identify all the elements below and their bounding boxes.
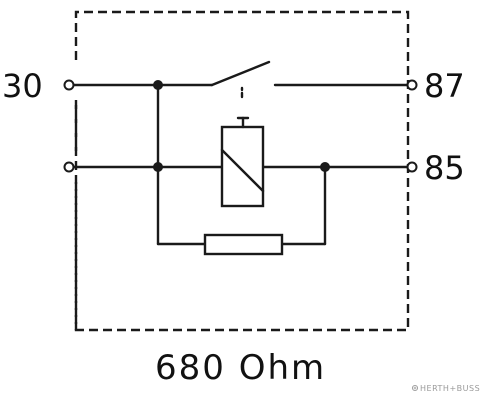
switch-blade bbox=[210, 60, 271, 87]
terminal-87 bbox=[406, 79, 418, 91]
junction-dot bbox=[320, 162, 330, 172]
resistor-value-label: 680 Ohm bbox=[155, 348, 326, 388]
terminals bbox=[63, 79, 418, 173]
relay-coil bbox=[220, 116, 265, 208]
terminal-30 bbox=[63, 79, 75, 91]
junctions bbox=[153, 80, 330, 172]
watermark-text: HERTH+BUSS bbox=[420, 384, 480, 393]
relay-housing bbox=[74, 10, 410, 332]
resistor bbox=[203, 233, 284, 256]
junction-dot bbox=[153, 162, 163, 172]
pin-label-30: 30 bbox=[2, 67, 43, 105]
pin-label-85: 85 bbox=[424, 149, 465, 187]
terminal-left-lower bbox=[63, 161, 75, 173]
terminal-85 bbox=[406, 161, 418, 173]
brand-mark-icon bbox=[411, 384, 419, 392]
junction-dot bbox=[153, 80, 163, 90]
pin-label-87: 87 bbox=[424, 67, 465, 105]
watermark: HERTH+BUSS bbox=[411, 384, 480, 393]
